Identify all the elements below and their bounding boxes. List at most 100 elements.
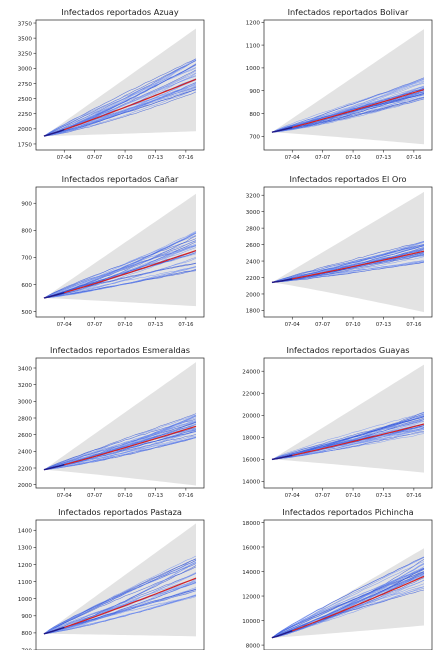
x-tick-label: 07-04 [285,493,301,499]
y-tick-label: 1200 [246,21,261,27]
mean-forecast-line [271,575,425,639]
ensemble-trajectory [271,89,425,133]
ensemble-trajectory [271,556,425,638]
chart-panel-infectados-reportados-esmeraldas: Infectados reportados Esmeraldas 2000 2200… [18,345,205,499]
y-tick-label: 20000 [242,414,260,420]
ensemble-trajectory [43,88,197,137]
ensemble-trajectory [43,578,197,635]
ensemble-trajectory [271,245,425,283]
ensemble-trajectory [43,81,197,137]
y-tick-label: 1300 [18,546,33,552]
chart-title: Infectados reportados Cañar [62,174,179,184]
chart-title: Infectados reportados Pichincha [282,507,413,517]
mean-forecast-line [43,250,197,299]
y-tick-label: 900 [21,202,32,208]
y-tick-label: 14000 [242,480,260,486]
y-tick-label: 2400 [246,259,261,265]
x-tick-label: 07-13 [376,322,391,328]
y-tick-label: 800 [21,229,32,235]
y-tick-label: 700 [21,256,32,262]
ensemble-trajectory [43,78,197,137]
confidence-band [44,362,196,486]
y-tick-label: 1200 [18,563,33,569]
ensemble-trajectory [43,436,197,470]
x-tick-label: 07-16 [178,322,193,328]
ensemble-trajectory [271,586,425,638]
y-tick-label: 24000 [242,370,260,376]
ensemble-trajectory [271,567,425,638]
ensemble-trajectory [43,232,197,299]
chart-panel-infectados-reportados-guayas: Infectados reportados Guayas 14000 16000 18… [242,345,433,499]
x-tick-label: 07-10 [118,493,133,499]
chart-panel-infectados-reportados-azuay: Infectados reportados Azuay 1750 2000 2250 2… [18,7,205,161]
ensemble-trajectory [43,582,197,635]
x-tick-label: 07-07 [87,155,102,161]
axes-frame [263,186,433,318]
ensemble-trajectory [43,413,197,470]
mean-forecast-line [43,577,197,635]
y-tick-label: 18000 [242,521,260,527]
x-tick-label: 07-13 [148,493,163,499]
chart-title: Infectados reportados Guayas [286,345,409,355]
observed-data-line [43,292,65,299]
y-tick-label: 1750 [18,142,33,148]
ensemble-trajectory [43,258,197,299]
x-tick-label: 07-04 [285,155,301,161]
y-tick-label: 1800 [246,309,261,315]
x-tick-label: 07-04 [57,322,73,328]
axes-frame [263,19,433,151]
mean-forecast-line [43,425,197,471]
ensemble-trajectory [43,562,197,635]
y-tick-label: 900 [249,89,260,95]
chart-panel-infectados-reportados-ca-ar: Infectados reportados Cañar 500 600 700 800 9… [21,174,205,328]
axes-frame [35,357,205,489]
ensemble-trajectory [43,594,197,635]
y-tick-label: 2800 [246,226,261,232]
ensemble-trajectory [271,412,425,460]
y-tick-label: 3200 [246,194,261,200]
y-tick-label: 600 [21,283,32,289]
x-tick-label: 07-10 [346,155,361,161]
ensemble-trajectory [271,92,425,133]
ensemble-trajectory [271,575,425,638]
chart-title: Infectados reportados El Oro [289,174,406,184]
x-tick-label: 07-07 [87,322,102,328]
confidence-band [44,523,196,637]
x-tick-label: 07-07 [315,493,330,499]
ensemble-trajectory [271,557,425,638]
chart-panel-infectados-reportados-pastaza: Infectados reportados Pastaza70080090010… [18,507,205,654]
y-tick-label: 18000 [242,436,260,442]
y-tick-label: 3000 [246,210,261,216]
y-tick-label: 2200 [18,466,33,472]
ensemble-trajectory [43,238,197,299]
ensemble-trajectory [271,261,425,283]
x-tick-label: 07-13 [376,155,391,161]
y-tick-label: 1100 [246,43,261,49]
y-tick-label: 1000 [18,597,33,603]
chart-title: Infectados reportados Esmeraldas [50,345,190,355]
ensemble-trajectory [43,266,197,299]
y-tick-label: 500 [21,310,32,316]
y-tick-label: 16000 [242,545,260,551]
y-tick-label: 3400 [18,366,33,372]
y-tick-label: 22000 [242,392,260,398]
ensemble-trajectory [271,88,425,133]
observed-data-line [271,278,293,284]
mean-forecast-line [271,250,425,283]
mean-forecast-line [43,78,197,137]
ensemble-trajectory [43,561,197,635]
x-tick-label: 07-07 [87,493,102,499]
ensemble-trajectory [271,428,425,460]
confidence-band [44,28,196,137]
ensemble-trajectory [271,254,425,283]
x-tick-label: 07-04 [57,155,73,161]
ensemble-trajectory [43,72,197,137]
x-tick-label: 07-10 [346,322,361,328]
y-tick-label: 12000 [242,594,260,600]
ensemble-trajectory [43,595,197,635]
observed-data-line [271,454,293,461]
ensemble-trajectory [43,245,197,299]
observed-data-line [43,128,65,137]
ensemble-trajectory [271,98,425,133]
